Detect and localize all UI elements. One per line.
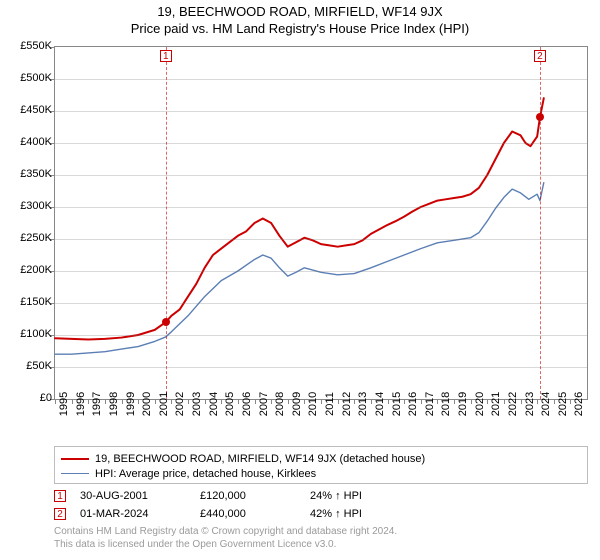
chart-marker-2: 2 bbox=[534, 50, 546, 62]
footer-line-1: Contains HM Land Registry data © Crown c… bbox=[54, 526, 588, 539]
legend-label-1: 19, BEECHWOOD ROAD, MIRFIELD, WF14 9JX (… bbox=[95, 453, 425, 465]
y-tick-label: £200K bbox=[6, 264, 52, 276]
x-tick-label: 2016 bbox=[407, 392, 419, 416]
x-tick-label: 2023 bbox=[524, 392, 536, 416]
x-tick-label: 2011 bbox=[324, 392, 336, 416]
data-point-1 bbox=[162, 318, 170, 326]
y-tick-label: £150K bbox=[6, 296, 52, 308]
data-point-2 bbox=[536, 113, 544, 121]
x-tick-label: 2018 bbox=[440, 392, 452, 416]
chart-container: 19, BEECHWOOD ROAD, MIRFIELD, WF14 9JX P… bbox=[0, 0, 600, 560]
txn-price-2: £440,000 bbox=[200, 508, 310, 520]
y-tick-label: £250K bbox=[6, 232, 52, 244]
legend-swatch-2 bbox=[61, 473, 89, 474]
legend-label-2: HPI: Average price, detached house, Kirk… bbox=[95, 468, 316, 480]
x-tick-label: 2004 bbox=[208, 392, 220, 416]
legend-and-footer: 19, BEECHWOOD ROAD, MIRFIELD, WF14 9JX (… bbox=[54, 446, 588, 551]
x-tick-label: 2017 bbox=[424, 392, 436, 416]
x-tick-label: 2009 bbox=[291, 392, 303, 416]
txn-marker-1: 1 bbox=[54, 490, 66, 502]
txn-marker-2: 2 bbox=[54, 508, 66, 520]
x-tick-label: 2002 bbox=[174, 392, 186, 416]
x-tick-label: 2024 bbox=[540, 392, 552, 416]
y-tick-label: £300K bbox=[6, 200, 52, 212]
x-tick-label: 1998 bbox=[108, 392, 120, 416]
legend-swatch-1 bbox=[61, 458, 89, 460]
txn-date-2: 01-MAR-2024 bbox=[80, 508, 200, 520]
y-tick-label: £0 bbox=[6, 392, 52, 404]
legend-row-1: 19, BEECHWOOD ROAD, MIRFIELD, WF14 9JX (… bbox=[61, 451, 581, 466]
x-tick-label: 2026 bbox=[573, 392, 585, 416]
footer-line-2: This data is licensed under the Open Gov… bbox=[54, 539, 588, 552]
txn-date-1: 30-AUG-2001 bbox=[80, 490, 200, 502]
x-tick-label: 2008 bbox=[274, 392, 286, 416]
chart-title: 19, BEECHWOOD ROAD, MIRFIELD, WF14 9JX bbox=[0, 0, 600, 19]
y-tick-label: £100K bbox=[6, 328, 52, 340]
y-tick-label: £550K bbox=[6, 40, 52, 52]
x-tick-label: 2014 bbox=[374, 392, 386, 416]
y-tick-label: £500K bbox=[6, 72, 52, 84]
x-tick-label: 2015 bbox=[391, 392, 403, 416]
x-tick-label: 2019 bbox=[457, 392, 469, 416]
x-tick-label: 2012 bbox=[341, 392, 353, 416]
x-tick-label: 2007 bbox=[258, 392, 270, 416]
y-tick-label: £450K bbox=[6, 104, 52, 116]
x-tick-label: 2013 bbox=[357, 392, 369, 416]
plot-area: 12 bbox=[54, 46, 588, 400]
x-tick-label: 2000 bbox=[141, 392, 153, 416]
y-tick-label: £400K bbox=[6, 136, 52, 148]
x-tick-label: 2003 bbox=[191, 392, 203, 416]
x-tick-label: 2010 bbox=[307, 392, 319, 416]
x-tick-label: 2006 bbox=[241, 392, 253, 416]
chart-subtitle: Price paid vs. HM Land Registry's House … bbox=[0, 19, 600, 36]
txn-diff-2: 42% ↑ HPI bbox=[310, 508, 362, 520]
line-svg bbox=[55, 47, 587, 399]
legend-row-2: HPI: Average price, detached house, Kirk… bbox=[61, 466, 581, 481]
x-tick-label: 1997 bbox=[91, 392, 103, 416]
y-tick-label: £350K bbox=[6, 168, 52, 180]
chart-marker-1: 1 bbox=[160, 50, 172, 62]
x-tick-label: 2021 bbox=[490, 392, 502, 416]
x-tick-label: 2025 bbox=[557, 392, 569, 416]
transaction-row-1: 1 30-AUG-2001 £120,000 24% ↑ HPI bbox=[54, 490, 588, 502]
x-tick-label: 1996 bbox=[75, 392, 87, 416]
x-tick-label: 2005 bbox=[224, 392, 236, 416]
x-tick-label: 2020 bbox=[474, 392, 486, 416]
txn-price-1: £120,000 bbox=[200, 490, 310, 502]
x-tick-label: 1999 bbox=[125, 392, 137, 416]
x-tick-label: 1995 bbox=[58, 392, 70, 416]
y-tick-label: £50K bbox=[6, 360, 52, 372]
legend-box: 19, BEECHWOOD ROAD, MIRFIELD, WF14 9JX (… bbox=[54, 446, 588, 484]
x-tick-label: 2001 bbox=[158, 392, 170, 416]
txn-diff-1: 24% ↑ HPI bbox=[310, 490, 362, 502]
x-tick-label: 2022 bbox=[507, 392, 519, 416]
transaction-row-2: 2 01-MAR-2024 £440,000 42% ↑ HPI bbox=[54, 508, 588, 520]
